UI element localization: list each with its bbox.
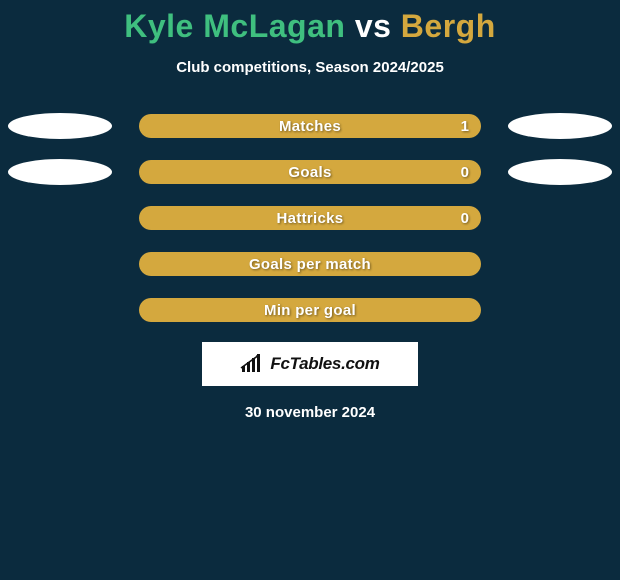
bar-chart-icon <box>240 354 264 374</box>
stat-ellipse-right <box>508 159 612 185</box>
page-title: Kyle McLagan vs Bergh <box>124 8 496 45</box>
stat-bar: Goals 0 <box>139 160 481 184</box>
stat-row: Goals 0 <box>0 160 620 184</box>
stats-area: Matches 1 Goals 0 Hattricks 0 Goals per match M… <box>0 114 620 322</box>
stat-bar-value: 0 <box>461 164 469 181</box>
logo-box: FcTables.com <box>202 342 418 386</box>
stat-bar: Min per goal <box>139 298 481 322</box>
title-vs: vs <box>355 8 392 44</box>
stat-bar-value: 0 <box>461 210 469 227</box>
main-container: Kyle McLagan vs Bergh Club competitions,… <box>0 0 620 421</box>
stat-bar-label: Min per goal <box>264 302 356 319</box>
stat-ellipse-left <box>8 113 112 139</box>
subtitle: Club competitions, Season 2024/2025 <box>176 59 444 76</box>
stat-ellipse-right <box>508 113 612 139</box>
stat-bar-label: Matches <box>279 118 341 135</box>
stat-bar: Hattricks 0 <box>139 206 481 230</box>
stat-bar-label: Goals <box>288 164 331 181</box>
stat-row: Matches 1 <box>0 114 620 138</box>
title-player1: Kyle McLagan <box>124 8 345 44</box>
date-line: 30 november 2024 <box>245 404 375 421</box>
stat-bar: Matches 1 <box>139 114 481 138</box>
title-player2: Bergh <box>401 8 496 44</box>
stat-bar: Goals per match <box>139 252 481 276</box>
stat-row: Min per goal <box>0 298 620 322</box>
stat-bar-label: Hattricks <box>277 210 344 227</box>
stat-bar-label: Goals per match <box>249 256 371 273</box>
stat-row: Goals per match <box>0 252 620 276</box>
logo-text: FcTables.com <box>270 354 379 374</box>
stat-row: Hattricks 0 <box>0 206 620 230</box>
stat-bar-value: 1 <box>461 118 469 135</box>
stat-ellipse-left <box>8 159 112 185</box>
